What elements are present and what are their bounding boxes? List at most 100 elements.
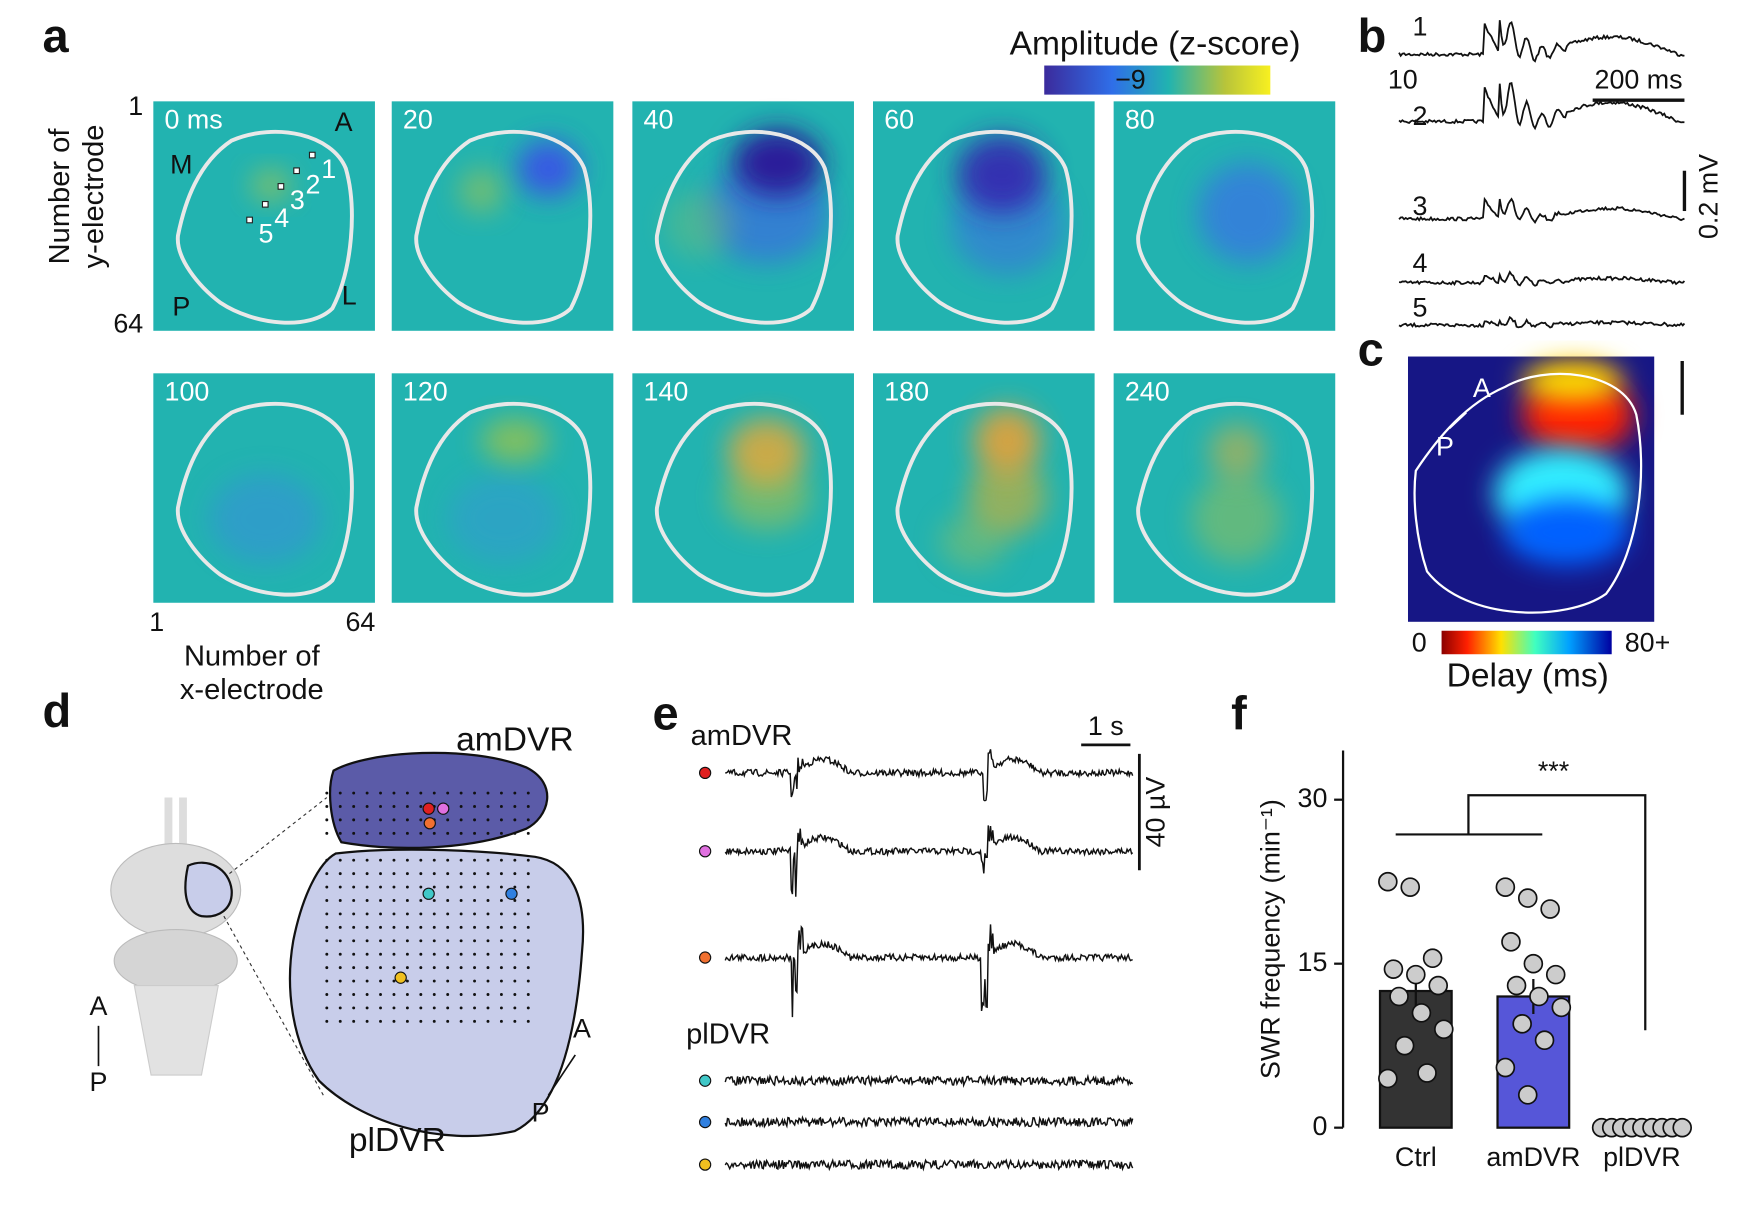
panel-label: c: [1358, 323, 1384, 376]
data-point: [1411, 1003, 1432, 1023]
grid-dot: [459, 1006, 463, 1010]
grid-dot: [446, 818, 450, 822]
grid-dot: [352, 858, 356, 862]
grid-dot: [513, 952, 517, 956]
grid-dot: [446, 993, 450, 996]
grid-dot: [486, 1006, 490, 1010]
activity-blob: [665, 190, 734, 259]
y-tick-label: 15: [1298, 947, 1328, 977]
data-point: [1406, 964, 1426, 985]
grid-dot: [379, 993, 382, 996]
heatmap-frame: 40: [632, 101, 854, 331]
grid-dot: [526, 1019, 530, 1023]
panel-label: f: [1231, 686, 1247, 739]
grid-dot: [473, 831, 477, 835]
grid-dot: [526, 872, 530, 876]
grid-dot: [459, 805, 463, 808]
scale-label: 1 s: [1088, 711, 1124, 741]
electrode: [293, 167, 300, 175]
grid-dot: [513, 939, 517, 943]
grid-dot: [499, 925, 503, 929]
grid-dot: [419, 899, 423, 902]
grid-dot: [419, 993, 423, 996]
grid-dot: [419, 791, 423, 795]
grid-dot: [499, 952, 503, 956]
grid-dot: [338, 885, 342, 889]
grid-dot: [513, 885, 517, 889]
grid-dot: [486, 899, 490, 902]
grid-dot: [446, 858, 450, 862]
grid-dot: [473, 912, 477, 916]
grid-dot: [392, 1006, 396, 1010]
heatmap-frame: 100: [153, 373, 375, 603]
grid-dot: [473, 1006, 477, 1010]
grid-dot: [473, 952, 477, 956]
grid-dot: [352, 885, 356, 889]
colorbar: [1044, 65, 1271, 95]
grid-dot: [365, 899, 369, 902]
electrode-label: 5: [259, 219, 274, 249]
grid-dot: [526, 952, 530, 956]
data-point: [1540, 899, 1560, 919]
activity-blob: [956, 134, 1047, 214]
heatmap-frame: 80: [1113, 101, 1336, 331]
electrode: [308, 151, 316, 159]
grid-dot: [365, 939, 369, 943]
grid-dot: [526, 912, 530, 916]
grid-dot: [446, 925, 450, 929]
y-tick: 64: [113, 308, 143, 338]
grid-dot: [419, 966, 423, 970]
grid-dot: [513, 912, 517, 916]
grid-dot: [338, 1006, 342, 1010]
grid-dot: [432, 1006, 436, 1010]
outline: [414, 129, 593, 325]
grid-dot: [352, 1006, 356, 1010]
grid-dot: [459, 993, 463, 996]
grid-dot: [405, 872, 409, 876]
grid-dot: [352, 899, 356, 902]
data-point: [1506, 975, 1527, 996]
grid-dot: [365, 791, 369, 795]
significance-bracket: [1395, 794, 1647, 1031]
heatmap-frame: 180: [873, 373, 1095, 603]
grid-dot: [432, 912, 436, 916]
grid-dot: [432, 966, 436, 970]
outline: [414, 401, 593, 597]
trace: [1398, 81, 1685, 131]
axis-label: P: [1436, 431, 1454, 461]
grid-dot: [379, 805, 382, 808]
axis-label: P: [532, 1097, 550, 1127]
data-point: [1422, 948, 1443, 969]
grid-dot: [446, 791, 450, 795]
grid-dot: [365, 993, 369, 996]
outline: [175, 401, 354, 597]
grid-dot: [486, 872, 490, 876]
grid-dot: [325, 831, 329, 835]
grid-dot: [432, 885, 436, 889]
grid-dot: [392, 966, 396, 970]
grid-dot: [446, 952, 450, 956]
axis-label: A: [90, 991, 108, 1021]
grid-dot: [486, 885, 490, 889]
grid-dot: [352, 925, 356, 929]
scale-label: 200 ms: [1595, 64, 1683, 94]
grid-dot: [352, 818, 356, 822]
grid-dot: [526, 939, 530, 943]
grid-dot: [338, 858, 342, 862]
electrode: [422, 802, 435, 815]
grid-dot: [499, 791, 503, 795]
grid-dot: [352, 1019, 356, 1023]
grid-dot: [513, 831, 517, 835]
grid-dot: [338, 952, 342, 956]
trace: [724, 1157, 1134, 1172]
outline: [1413, 372, 1643, 614]
grid-dot: [459, 925, 463, 929]
grid-dot: [432, 1019, 436, 1023]
grid-dot: [325, 966, 329, 970]
grid-dot: [325, 899, 329, 902]
traces: [1398, 20, 1686, 329]
grid-dot: [499, 912, 503, 916]
grid-dot: [473, 1019, 477, 1023]
grid-dot: [499, 899, 503, 902]
